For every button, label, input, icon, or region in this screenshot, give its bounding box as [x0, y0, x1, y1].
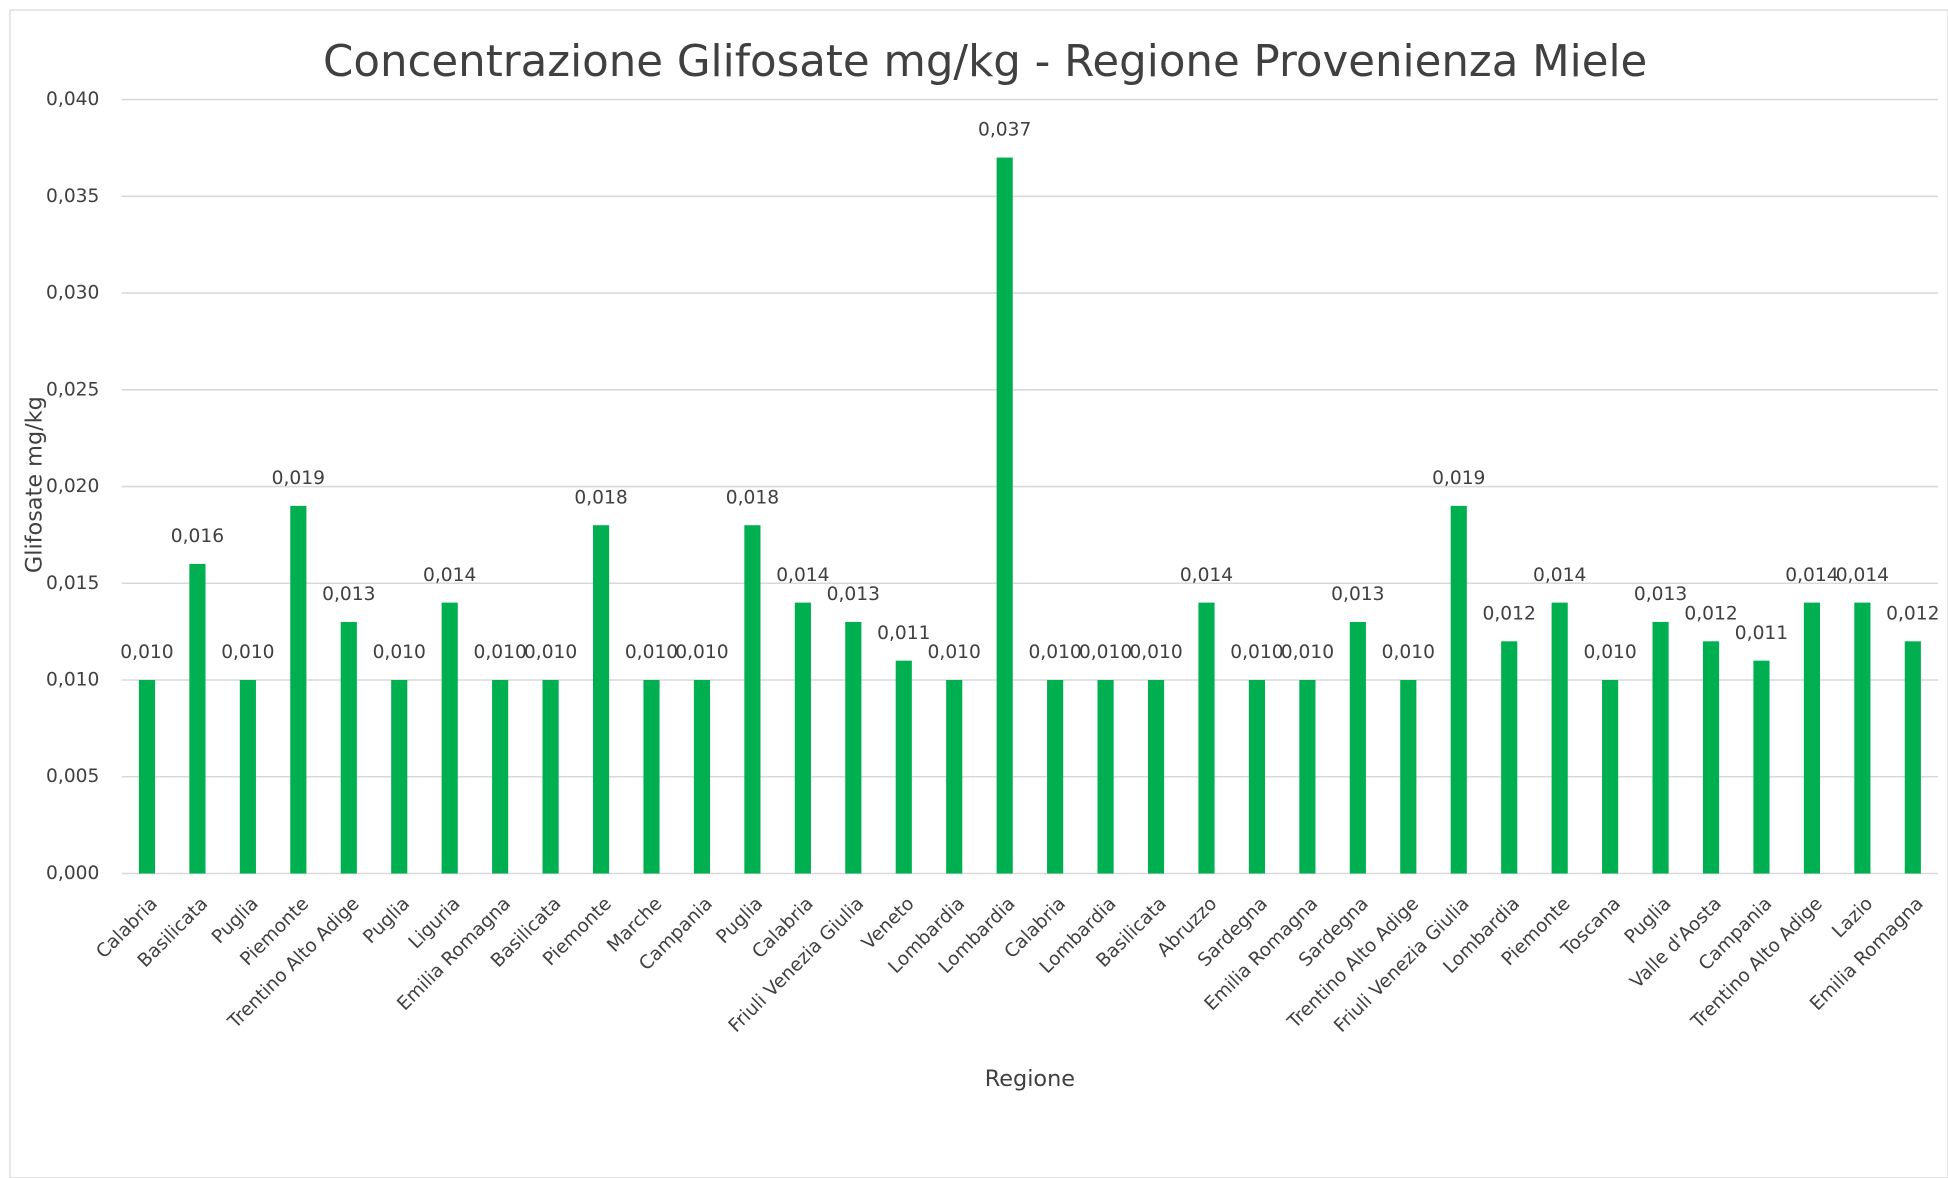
- bar: [794, 602, 811, 874]
- bar: [1501, 641, 1518, 874]
- bar: [290, 505, 307, 874]
- data-label: 0,012: [1886, 603, 1939, 624]
- bar: [744, 525, 761, 874]
- bar: [138, 680, 156, 874]
- data-label: 0,013: [1331, 584, 1384, 605]
- data-label: 0,014: [1785, 565, 1838, 586]
- bar: [693, 680, 711, 874]
- bar: [946, 680, 963, 874]
- data-label: 0,013: [1634, 584, 1687, 605]
- data-label: 0,010: [625, 642, 678, 663]
- bar: [1753, 660, 1770, 874]
- data-label: 0,014: [776, 565, 829, 586]
- data-label: 0,010: [473, 642, 526, 663]
- data-label: 0,018: [574, 487, 627, 508]
- bar: [1450, 505, 1467, 874]
- bar: [643, 680, 660, 874]
- bar: [189, 563, 206, 874]
- bar: [592, 525, 610, 874]
- data-label: 0,012: [1483, 603, 1536, 624]
- bar: [1400, 680, 1417, 874]
- bar: [239, 680, 256, 874]
- data-label: 0,014: [423, 565, 476, 586]
- data-label: 0,018: [726, 487, 779, 508]
- data-label: 0,014: [1533, 565, 1586, 586]
- y-tick-label: 0,025: [46, 379, 99, 400]
- chart-frame: [9, 9, 1948, 1178]
- data-label: 0,014: [1836, 565, 1889, 586]
- data-label: 0,019: [1432, 468, 1485, 489]
- bar: [1854, 602, 1871, 874]
- bar: [441, 602, 458, 874]
- bar: [1248, 680, 1266, 874]
- data-label: 0,037: [978, 120, 1031, 141]
- bar: [1652, 621, 1669, 874]
- y-tick-label: 0,020: [46, 476, 99, 497]
- y-tick-label: 0,035: [46, 186, 99, 207]
- data-label: 0,010: [120, 642, 173, 663]
- data-label: 0,010: [1079, 642, 1132, 663]
- y-tick-label: 0,040: [46, 89, 99, 110]
- y-tick-label: 0,010: [46, 670, 99, 691]
- data-label: 0,014: [1180, 565, 1233, 586]
- data-label: 0,010: [1583, 642, 1636, 663]
- data-label: 0,010: [1230, 642, 1283, 663]
- bar: [895, 660, 912, 874]
- bar: [845, 621, 862, 874]
- data-label: 0,010: [373, 642, 426, 663]
- bar: [1299, 680, 1316, 874]
- data-label: 0,010: [675, 642, 728, 663]
- data-label: 0,010: [1382, 642, 1435, 663]
- bar: [1047, 680, 1064, 874]
- data-label: 0,013: [827, 584, 880, 605]
- data-label: 0,011: [1735, 623, 1788, 644]
- data-label: 0,016: [171, 526, 224, 547]
- bar: [1198, 602, 1215, 874]
- bar: [1097, 680, 1114, 874]
- data-label: 0,010: [1129, 642, 1182, 663]
- bar: [1803, 602, 1821, 874]
- bar: [1904, 641, 1921, 874]
- y-tick-label: 0,005: [46, 766, 99, 787]
- data-label: 0,011: [877, 623, 930, 644]
- data-label: 0,010: [524, 642, 577, 663]
- bar: [1602, 680, 1619, 874]
- bar: [1702, 641, 1720, 874]
- bar: [996, 157, 1013, 874]
- data-label: 0,013: [322, 584, 375, 605]
- bar: [1551, 602, 1568, 874]
- bar: [492, 680, 509, 874]
- bar: [391, 680, 408, 874]
- bar: [1147, 680, 1165, 874]
- data-label: 0,010: [1281, 642, 1334, 663]
- data-label: 0,010: [221, 642, 274, 663]
- y-tick-label: 0,000: [46, 863, 99, 884]
- y-tick-label: 0,030: [46, 283, 99, 304]
- bar: [542, 680, 559, 874]
- y-axis-title: Glifosate mg/kg: [21, 396, 47, 573]
- data-label: 0,012: [1684, 603, 1737, 624]
- data-label: 0,010: [928, 642, 981, 663]
- x-axis-title: Regione: [985, 1066, 1075, 1092]
- y-tick-label: 0,015: [46, 573, 99, 594]
- chart-title: Concentrazione Glifosate mg/kg - Regione…: [323, 37, 1647, 87]
- data-label: 0,010: [1028, 642, 1081, 663]
- bar: [1349, 621, 1366, 874]
- data-label: 0,019: [272, 468, 325, 489]
- bar: [340, 621, 357, 874]
